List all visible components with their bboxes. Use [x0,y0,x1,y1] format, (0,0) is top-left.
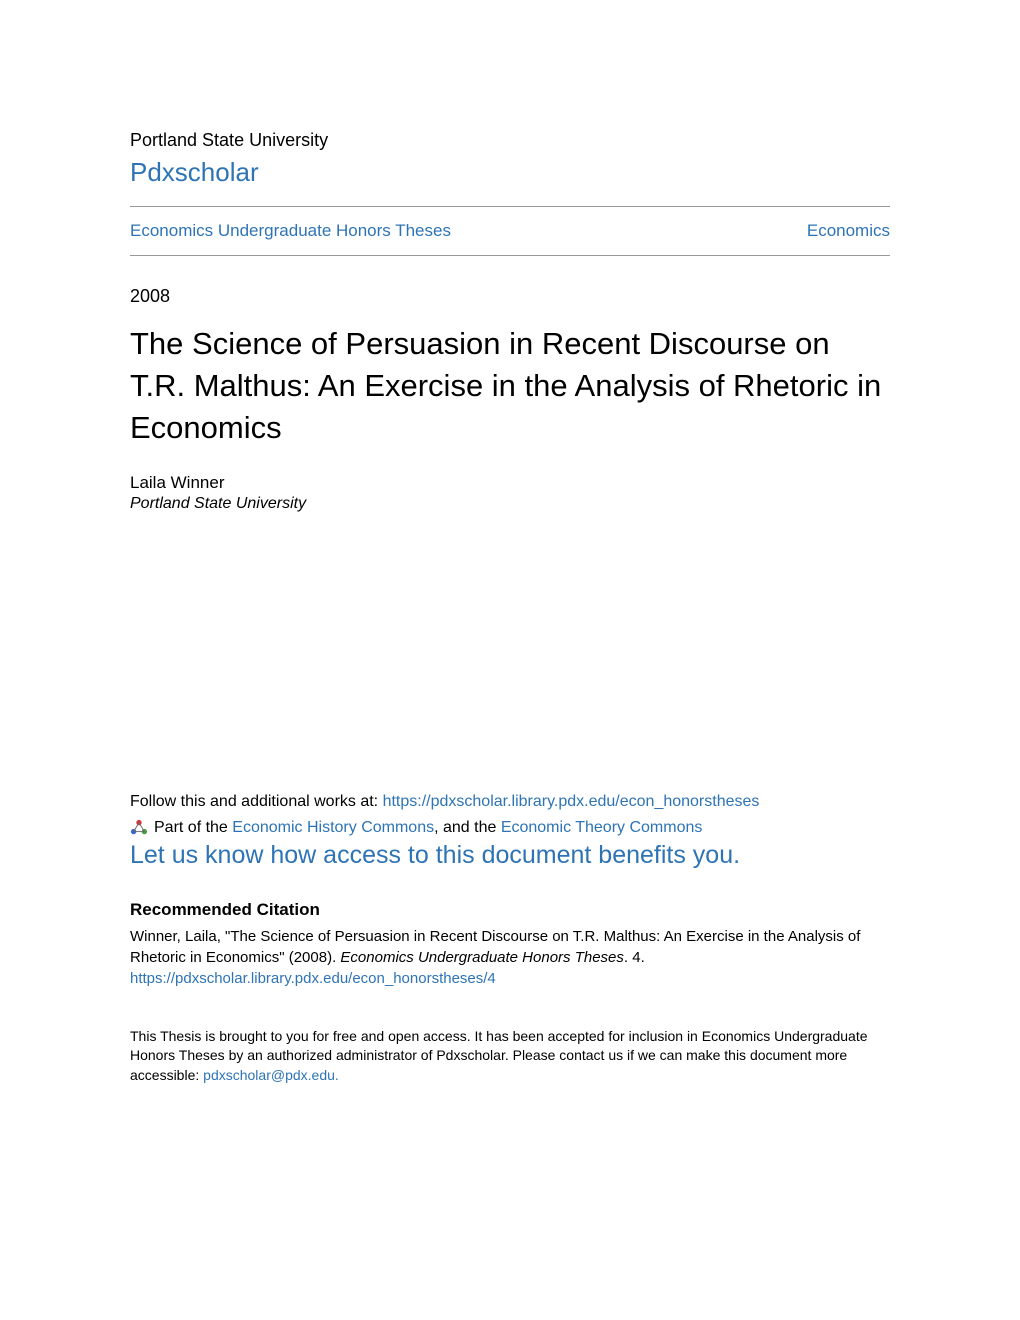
footer-email-link[interactable]: pdxscholar@pdx.edu. [203,1067,339,1083]
commons-middle: , and the [434,819,501,836]
publication-year: 2008 [130,286,890,307]
commons-text: Part of the Economic History Commons, an… [154,819,702,837]
follow-url-link[interactable]: https://pdxscholar.library.pdx.edu/econ_… [383,793,760,810]
author-affiliation: Portland State University [130,495,890,513]
commons-link-2[interactable]: Economic Theory Commons [501,819,703,836]
benefits-link[interactable]: Let us know how access to this document … [130,841,890,870]
document-title: The Science of Persuasion in Recent Disc… [130,323,890,449]
breadcrumb-collection-link[interactable]: Economics Undergraduate Honors Theses [130,221,451,241]
author-name: Laila Winner [130,473,890,493]
citation-text: Winner, Laila, "The Science of Persuasio… [130,926,890,968]
footer-text: This Thesis is brought to you for free a… [130,1027,890,1086]
network-icon [130,819,148,837]
breadcrumb-bar: Economics Undergraduate Honors Theses Ec… [130,206,890,256]
university-name: Portland State University [130,130,890,151]
recommended-citation-heading: Recommended Citation [130,900,890,920]
citation-url-link[interactable]: https://pdxscholar.library.pdx.edu/econ_… [130,970,890,987]
repository-link[interactable]: Pdxscholar [130,157,890,188]
commons-line: Part of the Economic History Commons, an… [130,819,890,837]
commons-prefix: Part of the [154,819,232,836]
citation-part2: . 4. [624,949,645,966]
citation-series: Economics Undergraduate Honors Theses [340,949,623,966]
commons-link-1[interactable]: Economic History Commons [232,819,434,836]
breadcrumb-department-link[interactable]: Economics [807,221,890,241]
spacer [130,513,890,793]
follow-line: Follow this and additional works at: htt… [130,793,890,811]
follow-prefix: Follow this and additional works at: [130,793,383,810]
